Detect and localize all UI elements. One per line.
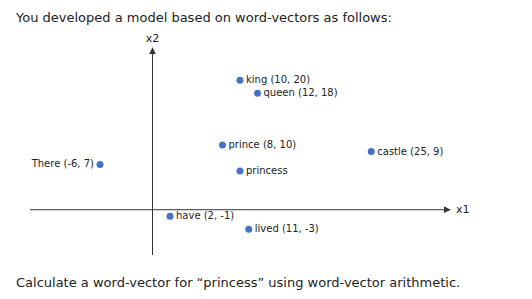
points: [97, 77, 375, 233]
point-label: princess: [246, 165, 288, 176]
point: [219, 142, 226, 149]
point-label: lived (11, -3): [255, 223, 319, 234]
point: [237, 77, 244, 84]
point-label: There (-6, 7): [31, 158, 94, 169]
point: [167, 213, 174, 220]
point: [245, 226, 252, 233]
point: [368, 148, 375, 155]
title: You developed a model based on word-vect…: [15, 10, 392, 25]
y-axis-label: x2: [146, 32, 160, 45]
y-axis: [152, 48, 153, 255]
point: [237, 167, 244, 174]
point-label: castle (25, 9): [377, 146, 443, 157]
chart: You developed a model based on word-vect…: [0, 0, 532, 299]
point-label: queen (12, 18): [264, 87, 338, 98]
point: [97, 161, 104, 168]
point-labels: king (10, 20) queen (12, 18) prince (8, 10…: [31, 74, 444, 234]
x-axis-label: x1: [456, 203, 470, 216]
point: [254, 90, 261, 97]
point-label: prince (8, 10): [229, 139, 297, 150]
point-label: king (10, 20): [246, 74, 310, 85]
x-axis: [30, 209, 450, 210]
point-label: have (2, -1): [176, 210, 234, 221]
annotation: Calculate a word-vector for “princess” u…: [16, 275, 460, 290]
